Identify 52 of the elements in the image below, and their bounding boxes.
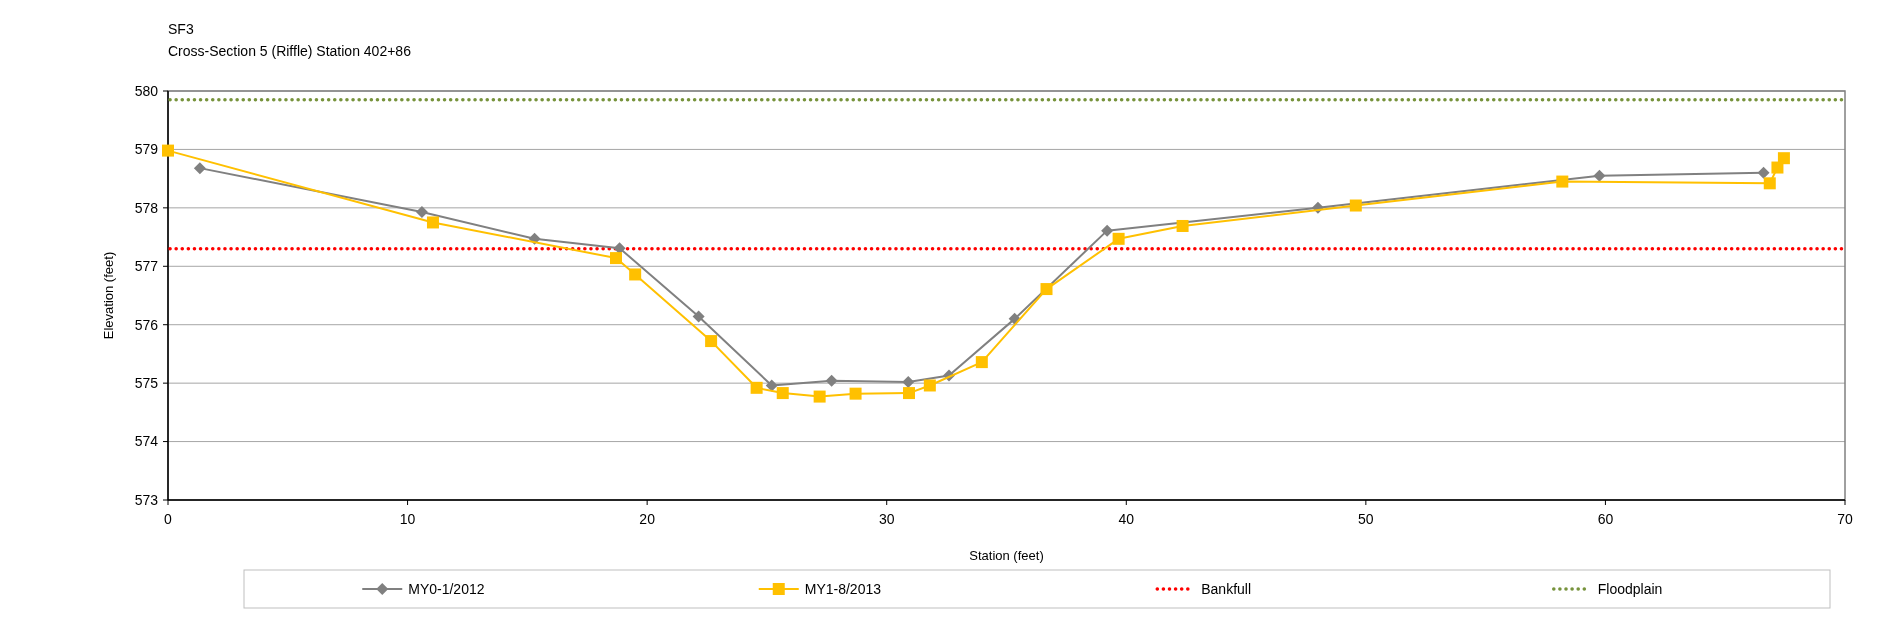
y-axis-title: Elevation (feet) bbox=[101, 251, 116, 340]
point bbox=[1101, 224, 1114, 237]
point bbox=[902, 375, 915, 388]
point bbox=[1593, 169, 1606, 182]
chart-title: SF3 bbox=[168, 21, 194, 37]
x-tick-label: 10 bbox=[399, 511, 416, 527]
point bbox=[1349, 199, 1362, 212]
point bbox=[1176, 219, 1189, 232]
legend-label: MY0-1/2012 bbox=[408, 580, 485, 597]
x-tick-label: 40 bbox=[1118, 511, 1135, 527]
point bbox=[750, 381, 763, 394]
point bbox=[1556, 175, 1569, 188]
x-axis-title: Station (feet) bbox=[969, 548, 1044, 563]
x-tick-label: 0 bbox=[164, 511, 173, 527]
y-tick-label: 576 bbox=[134, 316, 159, 333]
point bbox=[705, 335, 718, 348]
x-tick-label: 60 bbox=[1597, 511, 1614, 527]
y-tick-label: 579 bbox=[134, 141, 159, 158]
y-tick-label: 575 bbox=[134, 375, 159, 392]
y-tick-label: 577 bbox=[134, 258, 159, 275]
point bbox=[1771, 161, 1784, 174]
x-tick-label: 70 bbox=[1837, 511, 1853, 527]
point bbox=[849, 387, 862, 400]
chart-subtitle: Cross-Section 5 (Riffle) Station 402+86 bbox=[168, 43, 412, 59]
point bbox=[975, 356, 988, 369]
legend-label: MY1-8/2013 bbox=[804, 580, 882, 597]
x-tick-label: 50 bbox=[1358, 511, 1374, 527]
legend-label: Floodplain bbox=[1597, 580, 1663, 597]
point bbox=[1763, 177, 1776, 190]
y-tick-label: 580 bbox=[134, 82, 159, 99]
point bbox=[1040, 283, 1053, 296]
point bbox=[1757, 166, 1770, 179]
y-tick-label: 578 bbox=[134, 199, 159, 216]
y-tick-label: 574 bbox=[134, 433, 159, 450]
point bbox=[692, 310, 705, 323]
point bbox=[193, 162, 206, 175]
point bbox=[610, 252, 622, 265]
point bbox=[923, 379, 936, 392]
x-tick-label: 20 bbox=[639, 511, 656, 527]
x-tick-label: 30 bbox=[878, 511, 895, 527]
point bbox=[1112, 232, 1125, 245]
point bbox=[902, 387, 915, 400]
legend-label: Bankfull bbox=[1201, 580, 1252, 597]
point bbox=[813, 390, 826, 403]
point bbox=[162, 144, 174, 157]
point bbox=[426, 216, 439, 229]
point bbox=[776, 387, 789, 400]
y-tick-label: 573 bbox=[134, 491, 159, 508]
point bbox=[1777, 152, 1790, 165]
point bbox=[629, 268, 642, 281]
point bbox=[415, 205, 428, 218]
point bbox=[825, 374, 838, 387]
